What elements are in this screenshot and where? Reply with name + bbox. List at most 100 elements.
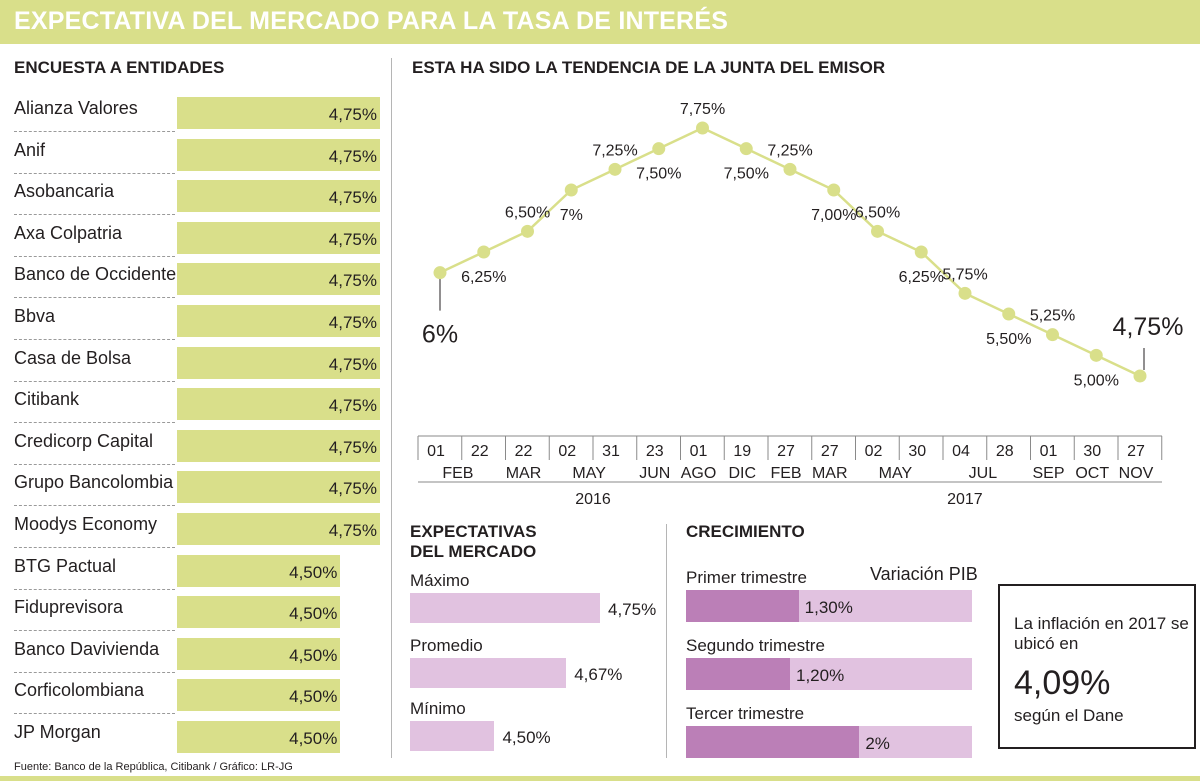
data-point xyxy=(564,183,578,197)
month-label: DIC xyxy=(728,465,756,482)
survey-bar xyxy=(177,180,380,213)
day-label: 02 xyxy=(558,443,576,460)
row-separator xyxy=(14,172,175,174)
survey-row: Corficolombiana 4,50% xyxy=(0,672,390,715)
month-label: AGO xyxy=(681,465,717,482)
survey-row: Banco Davivienda 4,50% xyxy=(0,631,390,673)
point-label: 5,50% xyxy=(986,331,1031,348)
day-label: 27 xyxy=(777,443,795,460)
row-separator xyxy=(14,671,175,673)
survey-value: 4,50% xyxy=(289,604,338,624)
month-label: JUN xyxy=(639,465,670,482)
growth-label: Segundo trimestre xyxy=(686,636,825,655)
row-separator xyxy=(14,380,175,382)
survey-row: Credicorp Capital 4,75% xyxy=(0,423,390,465)
point-label: 7,25% xyxy=(767,142,812,159)
point-label: 7% xyxy=(560,207,583,224)
bottom-bar xyxy=(0,776,1200,781)
survey-value: 4,50% xyxy=(289,645,338,665)
row-separator xyxy=(14,713,175,715)
data-point xyxy=(1002,307,1016,321)
expectations-heading-1: EXPECTATIVAS xyxy=(410,522,537,541)
day-label: 22 xyxy=(515,443,533,460)
data-point xyxy=(652,142,666,156)
day-label: 30 xyxy=(908,443,926,460)
growth-bar xyxy=(686,726,860,758)
month-label: JUL xyxy=(969,465,998,482)
row-separator xyxy=(14,588,175,590)
survey-bar xyxy=(177,388,380,421)
survey-row: Banco de Occidente 4,75% xyxy=(0,256,390,299)
point-label: 6,50% xyxy=(855,204,900,221)
survey-entity-name: Anif xyxy=(14,139,46,160)
day-label: 23 xyxy=(646,443,664,460)
trend-labels: 6% 6,25% 6,50% 7% 7,25% 7,50% 7,75% 7,50% 7,25% 7… xyxy=(422,101,1184,389)
data-point xyxy=(1089,348,1103,362)
survey-entity-name: BTG Pactual xyxy=(14,555,117,576)
trend-heading: ESTA HA SIDO LA TENDENCIA DE LA JUNTA DE… xyxy=(412,58,886,77)
point-label: 5,00% xyxy=(1074,372,1119,389)
survey-table: Alianza Valores 4,75% Anif 4,75% Asobancaria… xyxy=(0,90,390,760)
survey-row: Moodys Economy 4,75% xyxy=(0,506,390,548)
data-point xyxy=(1133,369,1147,383)
row-separator xyxy=(14,214,175,216)
data-point xyxy=(477,245,491,259)
growth-bar xyxy=(686,658,790,690)
expectations-heading-2: DEL MERCADO xyxy=(410,542,537,561)
survey-row: Anif 4,75% xyxy=(0,132,390,174)
survey-entity-name: Banco Davivienda xyxy=(14,638,160,659)
survey-value: 4,75% xyxy=(328,313,377,332)
survey-value: 4,75% xyxy=(328,229,377,249)
expectation-value: 4,75% xyxy=(608,600,657,619)
survey-entity-name: JP Morgan xyxy=(14,722,101,742)
month-label: SEP xyxy=(1032,465,1064,482)
survey-bar xyxy=(177,471,380,504)
survey-value: 4,50% xyxy=(289,729,338,748)
survey-value: 4,75% xyxy=(328,271,377,291)
day-label: 30 xyxy=(1083,443,1101,460)
month-label: MAR xyxy=(812,465,848,482)
month-label: MAY xyxy=(879,465,913,482)
row-separator xyxy=(14,422,175,424)
growth-bar xyxy=(686,590,799,622)
point-label: 7,50% xyxy=(636,166,681,183)
day-label: 22 xyxy=(471,443,489,460)
expectation-label: Mínimo xyxy=(410,699,466,718)
survey-value: 4,75% xyxy=(328,479,377,499)
survey-entity-name: Citibank xyxy=(14,389,80,410)
survey-row: Fiduprevisora 4,50% xyxy=(0,589,390,632)
survey-bar xyxy=(177,346,380,379)
survey-row: JP Morgan 4,50% xyxy=(0,714,390,755)
survey-entity-name: Corficolombiana xyxy=(14,680,145,701)
expectation-value: 4,50% xyxy=(502,728,551,747)
survey-entity-name: Grupo Bancolombia xyxy=(14,472,174,493)
title-bar: EXPECTATIVA DEL MERCADO PARA LA TASA DE … xyxy=(0,0,1200,44)
survey-row: Bbva 4,75% xyxy=(0,298,390,340)
point-label: 7,25% xyxy=(592,142,637,159)
survey-bar xyxy=(177,138,380,171)
survey-bar xyxy=(177,305,380,337)
survey-bar xyxy=(177,429,380,462)
vertical-divider xyxy=(391,58,392,758)
survey-row: BTG Pactual 4,50% xyxy=(0,548,390,590)
survey-entity-name: Casa de Bolsa xyxy=(14,347,132,368)
survey-row: Axa Colpatria 4,75% xyxy=(0,215,390,257)
expectation-label: Promedio xyxy=(410,636,483,655)
month-label: MAR xyxy=(506,465,542,482)
survey-value: 4,50% xyxy=(289,687,338,707)
growth-heading: CRECIMIENTO xyxy=(686,522,805,541)
trend-chart: 01 22 22 02 31 23 01 19 27 27 02 30 04 28 01 30 27 FEB MAR… xyxy=(417,101,1184,508)
expectation-bar xyxy=(410,721,495,751)
inflation-source: según el Dane xyxy=(1014,706,1124,725)
survey-heading: ENCUESTA A ENTIDADES xyxy=(14,58,225,77)
data-point xyxy=(871,224,884,238)
source-note: Fuente: Banco de la República, Citibank … xyxy=(14,761,293,773)
survey-bar xyxy=(177,596,341,629)
data-point xyxy=(696,121,709,135)
year-label: 2017 xyxy=(947,491,983,508)
inflation-value: 4,09% xyxy=(1014,664,1111,702)
trend-line-group xyxy=(433,121,1147,383)
growth-value: 2% xyxy=(865,734,890,753)
survey-value: 4,75% xyxy=(328,146,377,166)
data-point xyxy=(827,183,841,197)
